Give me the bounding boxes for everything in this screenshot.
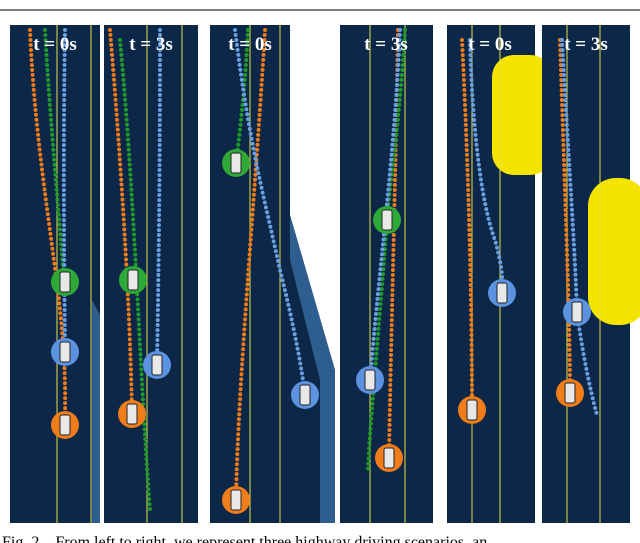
panel: t = 3s bbox=[542, 25, 640, 523]
panel-label: t = 0s bbox=[468, 34, 512, 55]
panel: t = 3s bbox=[104, 25, 198, 523]
caption: Fig. 2. From left to right, we represent… bbox=[2, 534, 487, 543]
panel: t = 0s bbox=[10, 25, 100, 523]
panel-label: t = 3s bbox=[364, 34, 408, 55]
panel-label: t = 0s bbox=[33, 34, 77, 55]
panel: t = 3s bbox=[340, 25, 433, 523]
panel: t = 0s bbox=[210, 25, 335, 523]
panel-label: t = 3s bbox=[564, 34, 608, 55]
panel-label: t = 0s bbox=[228, 34, 272, 55]
panel-label: t = 3s bbox=[129, 34, 173, 55]
panel: t = 0s bbox=[447, 25, 552, 523]
